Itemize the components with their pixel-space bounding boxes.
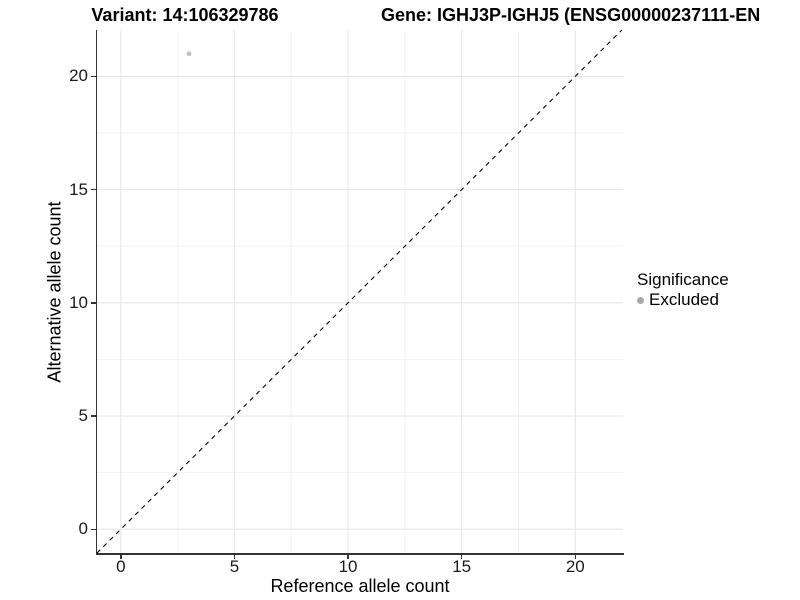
plot-canvas — [96, 29, 623, 554]
y-tick-mark — [90, 302, 97, 304]
y-axis-line — [95, 30, 98, 555]
excluded-point-icon — [637, 296, 644, 304]
x-tick-mark — [347, 553, 349, 559]
x-tick-label: 15 — [452, 557, 472, 576]
x-tick-mark — [233, 553, 236, 559]
y-tick-label: 20 — [69, 66, 88, 86]
y-tick-label: 0 — [78, 519, 88, 539]
y-axis-title: Alternative allele count — [44, 200, 64, 383]
x-tick-label: 10 — [338, 557, 358, 576]
y-tick-mark — [90, 75, 97, 78]
x-tick-mark — [574, 553, 576, 559]
y-tick-label: 15 — [69, 179, 88, 199]
gene-title: Gene: IGHJ3P-IGHJ5 (ENSG00000237111-EN — [381, 5, 761, 25]
legend-title: Significance — [637, 270, 729, 289]
x-tick-mark — [120, 553, 122, 559]
x-tick-mark — [460, 553, 463, 559]
x-axis-title: Reference allele count — [270, 576, 450, 596]
plot-panel — [96, 29, 623, 554]
legend: Significance Excluded — [637, 270, 729, 309]
x-tick-label: 0 — [116, 557, 126, 576]
legend-item-excluded: Excluded — [637, 291, 729, 309]
variant-title: Variant: 14:106329786 — [91, 5, 279, 25]
x-axis-line — [95, 553, 624, 555]
x-tick-label: 20 — [565, 557, 585, 576]
y-tick-mark — [90, 415, 97, 417]
x-tick-label: 5 — [229, 557, 240, 576]
y-tick-label: 10 — [69, 292, 88, 312]
legend-item-label: Excluded — [649, 290, 719, 309]
y-tick-mark — [90, 528, 97, 530]
y-tick-label: 5 — [78, 406, 88, 426]
y-tick-mark — [90, 188, 97, 191]
identity-line — [96, 29, 623, 554]
data-point — [186, 51, 192, 57]
